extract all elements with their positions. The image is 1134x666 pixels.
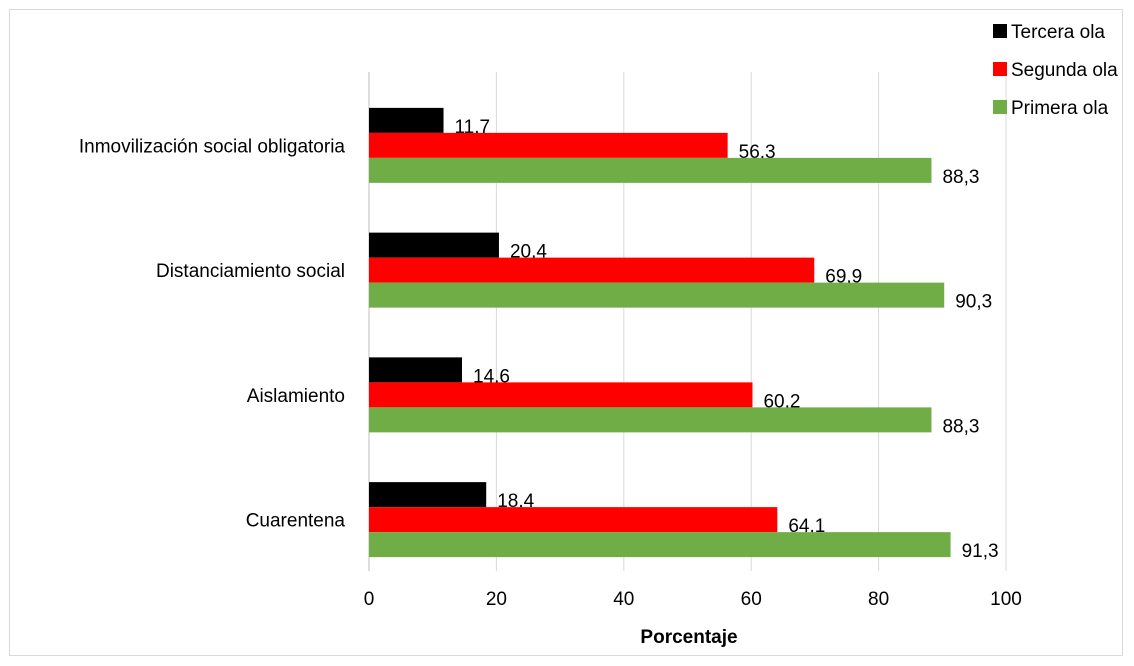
legend-swatch <box>993 24 1007 38</box>
x-tick-label: 80 <box>868 589 889 610</box>
bar <box>369 382 753 408</box>
x-tick-label: 100 <box>990 589 1022 610</box>
legend: Tercera ola Segunda ola Primera ola <box>993 22 1118 119</box>
category-label: Distanciamiento social <box>156 261 345 282</box>
data-label: 69,9 <box>825 267 862 288</box>
x-tick-labels: 0 20 40 60 80 100 <box>364 589 1022 610</box>
legend-label: Primera ola <box>1011 98 1109 119</box>
category-label: Inmovilización social obligatoria <box>79 136 346 157</box>
data-label: 56,3 <box>739 142 776 163</box>
data-label: 88,3 <box>942 167 979 188</box>
legend-label: Segunda ola <box>1011 60 1118 81</box>
bar <box>369 507 778 533</box>
bar <box>369 157 932 183</box>
bar <box>369 407 932 433</box>
bar <box>369 482 487 508</box>
bar <box>369 132 728 158</box>
bar <box>369 282 945 308</box>
category-label: Aislamiento <box>247 386 345 407</box>
data-label: 60,2 <box>763 391 800 412</box>
legend-label: Tercera ola <box>1011 22 1105 43</box>
data-label: 11,7 <box>455 117 491 138</box>
legend-swatch <box>993 62 1007 76</box>
x-tick-label: 60 <box>741 589 762 610</box>
bar <box>369 532 951 558</box>
bar <box>369 357 463 383</box>
data-label: 91,3 <box>962 541 999 562</box>
data-label: 90,3 <box>955 292 992 313</box>
legend-swatch <box>993 100 1007 114</box>
category-label: Cuarentena <box>246 511 346 532</box>
data-label: 14,6 <box>473 366 510 387</box>
x-tick-label: 0 <box>364 589 375 610</box>
bars-group: 11,7 56,3 88,3 20,4 69,9 90,3 14,6 60,2 88,3 18,4… <box>369 107 999 562</box>
data-label: 18,4 <box>497 491 534 512</box>
x-tick-label: 40 <box>613 589 634 610</box>
category-labels: Inmovilización social obligatoria Distanc… <box>79 136 346 531</box>
bar <box>369 257 815 283</box>
data-label: 64,1 <box>788 516 825 537</box>
x-tick-label: 20 <box>486 589 507 610</box>
x-axis-title: Porcentaje <box>640 627 737 648</box>
data-label: 20,4 <box>510 242 547 263</box>
data-label: 88,3 <box>942 416 979 437</box>
bar <box>369 107 444 133</box>
bar <box>369 232 499 258</box>
